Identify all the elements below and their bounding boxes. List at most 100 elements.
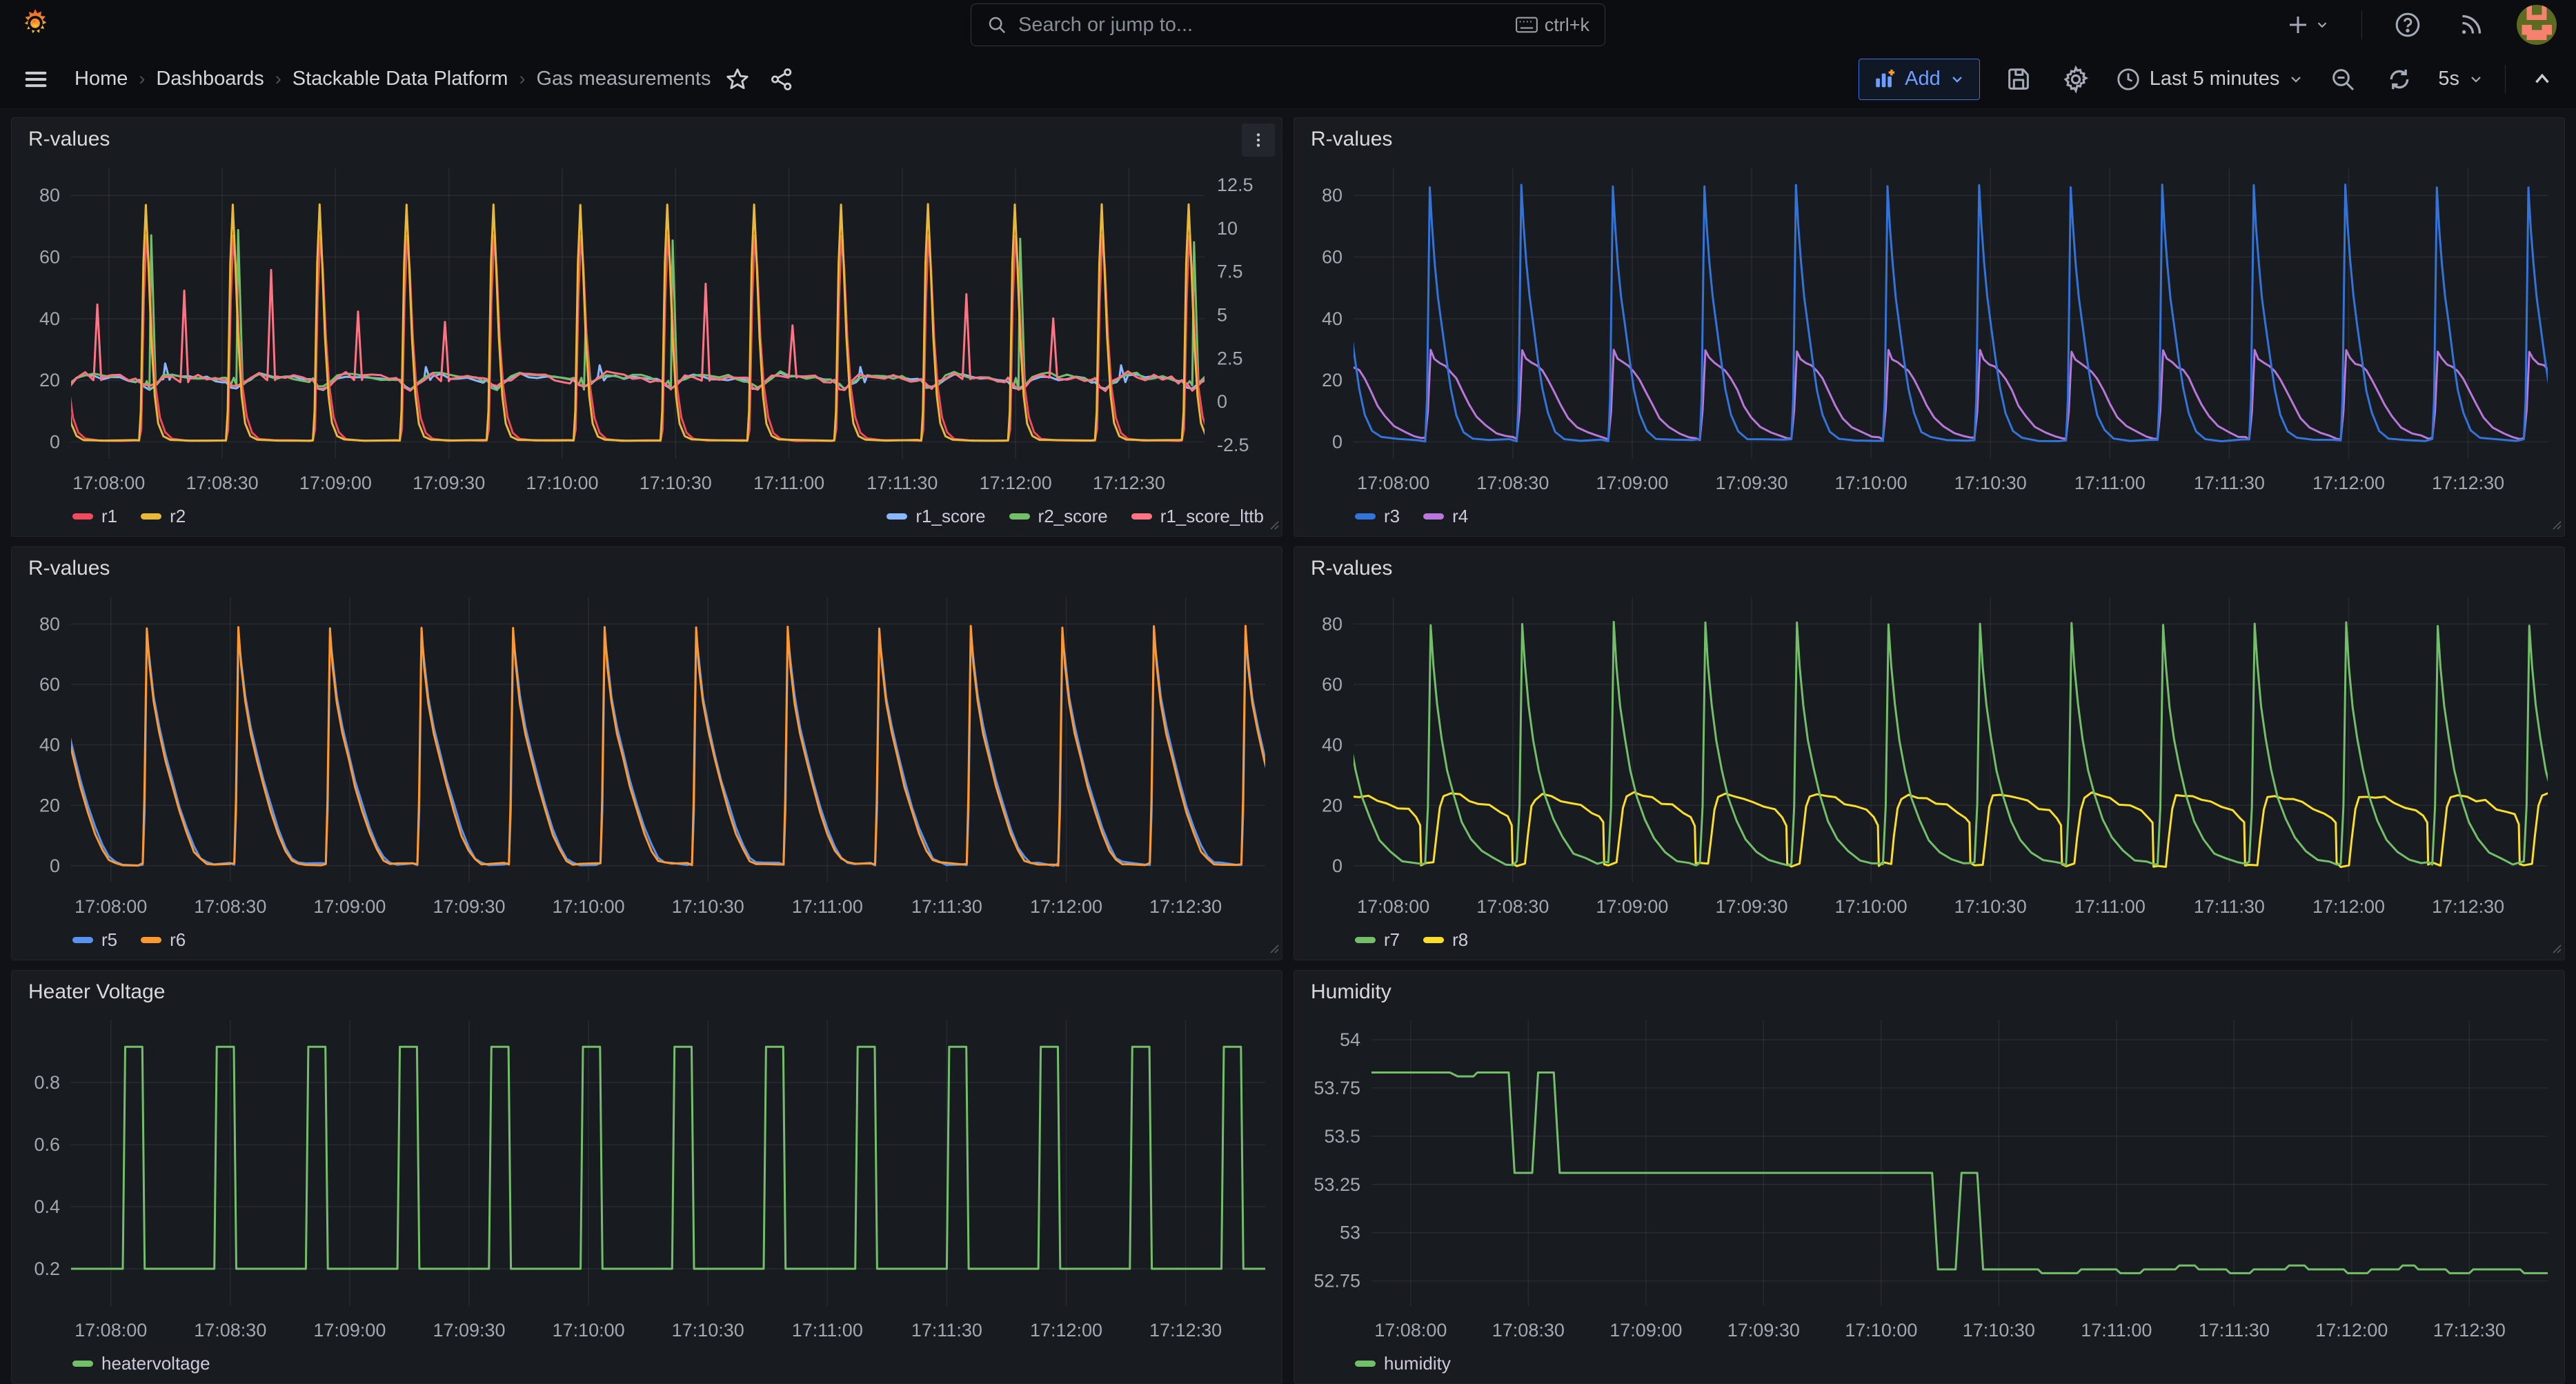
legend-label: r7	[1384, 929, 1400, 951]
keyboard-icon	[1516, 17, 1538, 33]
legend-swatch	[72, 513, 93, 520]
legend-item-r1_score_lttb[interactable]: r1_score_lttb	[1131, 506, 1264, 527]
legend-item-humidity[interactable]: humidity	[1355, 1353, 1451, 1374]
y-axis-tick-label: 0.4	[34, 1196, 60, 1217]
chevron-down-icon	[2468, 71, 2484, 88]
time-series-plot[interactable]: 17:08:0017:08:3017:09:0017:09:3017:10:00…	[1294, 586, 2564, 927]
refresh-button[interactable]	[2381, 61, 2417, 97]
legend-label: r6	[170, 929, 186, 951]
x-axis-tick-label: 17:10:00	[1845, 1320, 1917, 1341]
breadcrumb-folder[interactable]: Stackable Data Platform	[293, 68, 508, 90]
x-axis-tick-label: 17:12:30	[1149, 1320, 1222, 1341]
user-avatar[interactable]	[2517, 5, 2557, 45]
time-series-plot[interactable]: 17:08:0017:08:3017:09:0017:09:3017:10:00…	[12, 586, 1282, 927]
search-bar[interactable]: ctrl+k	[971, 3, 1605, 46]
x-axis-tick-label: 17:10:30	[640, 473, 712, 493]
panel-r-values-3: R-values 17:08:0017:08:3017:09:0017:09:3…	[11, 546, 1282, 960]
legend-item-r2[interactable]: r2	[141, 506, 186, 527]
resize-handle[interactable]	[1268, 519, 1279, 533]
legend-item-r6[interactable]: r6	[141, 929, 186, 951]
dashboard-settings-button[interactable]	[2057, 61, 2094, 98]
time-series-plot[interactable]: 17:08:0017:08:3017:09:0017:09:3017:10:00…	[12, 1009, 1282, 1350]
panel-menu-button[interactable]	[1242, 123, 1275, 157]
legend-item-r7[interactable]: r7	[1355, 929, 1400, 951]
x-axis-tick-label: 17:10:00	[1835, 473, 1908, 493]
panel-title[interactable]: R-values	[28, 557, 110, 580]
series-heatervoltage	[71, 1047, 1265, 1269]
save-icon	[2005, 66, 2032, 93]
breadcrumb-separator: ›	[519, 68, 525, 90]
legend-item-r3[interactable]: r3	[1355, 506, 1400, 527]
breadcrumb-dashboards[interactable]: Dashboards	[156, 68, 264, 90]
legend-swatch	[1423, 513, 1444, 520]
favorite-star-button[interactable]	[720, 62, 755, 97]
share-button[interactable]	[764, 62, 799, 97]
zoom-out-button[interactable]	[2325, 61, 2361, 97]
panel-title[interactable]: Heater Voltage	[28, 980, 165, 1003]
y-axis-tick-label: 54	[1340, 1029, 1360, 1050]
search-icon	[987, 14, 1007, 35]
legend-swatch	[141, 513, 161, 520]
help-icon[interactable]	[2390, 7, 2426, 43]
legend-label: r4	[1452, 506, 1468, 527]
mega-menu-toggle[interactable]	[18, 61, 54, 97]
collapse-toolbar-button[interactable]	[2526, 63, 2558, 95]
panel-heater-voltage: Heater Voltage 17:08:0017:08:3017:09:001…	[11, 970, 1282, 1384]
x-axis-tick-label: 17:10:30	[1963, 1320, 2035, 1341]
save-dashboard-button[interactable]	[2001, 61, 2037, 97]
legend-swatch	[1131, 513, 1152, 520]
x-axis-tick-label: 17:11:30	[2194, 896, 2265, 917]
panel-title[interactable]: R-values	[28, 128, 110, 150]
chevron-down-icon	[1949, 71, 1965, 88]
y-axis-tick-label: 0	[50, 856, 60, 876]
y-axis-tick-label: 40	[39, 735, 60, 755]
panel-r-values-1: R-values 17:08:0017:08:3017:09:0017:09:3…	[11, 117, 1282, 537]
legend-item-r1[interactable]: r1	[72, 506, 117, 527]
toolbar-divider	[2505, 65, 2506, 94]
star-icon	[724, 66, 751, 92]
time-series-plot[interactable]: 17:08:0017:08:3017:09:0017:09:3017:10:00…	[12, 157, 1282, 503]
legend-swatch	[1009, 513, 1030, 520]
header-divider	[2361, 10, 2362, 39]
y-axis-tick-label: 60	[39, 674, 60, 695]
panel-r-values-2: R-values 17:08:0017:08:3017:09:0017:09:3…	[1294, 117, 2565, 537]
time-range-picker[interactable]: Last 5 minutes	[2115, 66, 2305, 92]
legend-item-heatervoltage[interactable]: heatervoltage	[72, 1353, 210, 1374]
panel-title[interactable]: R-values	[1311, 557, 1392, 580]
refresh-interval-dropdown[interactable]: 5s	[2438, 68, 2484, 90]
add-panel-button[interactable]: Add	[1859, 59, 1980, 100]
y-axis-tick-label: 53	[1340, 1223, 1360, 1243]
new-button[interactable]	[2281, 8, 2334, 41]
grafana-logo[interactable]	[19, 8, 51, 42]
y-axis-tick-label: 80	[39, 185, 60, 206]
panel-legend: heatervoltage	[12, 1350, 1282, 1383]
x-axis-tick-label: 17:11:00	[2081, 1320, 2152, 1341]
news-icon[interactable]	[2453, 7, 2489, 43]
refresh-icon	[2386, 66, 2413, 93]
panel-title[interactable]: R-values	[1311, 128, 1392, 150]
x-axis-tick-label: 17:08:30	[1476, 896, 1549, 917]
dashboard-toolbar: Home › Dashboards › Stackable Data Platf…	[0, 50, 2576, 109]
legend-item-r4[interactable]: r4	[1423, 506, 1468, 527]
panel-title[interactable]: Humidity	[1311, 980, 1391, 1003]
legend-label: r1_score	[915, 506, 985, 527]
legend-item-r1_score[interactable]: r1_score	[886, 506, 985, 527]
y-axis-tick-label: 60	[1322, 247, 1343, 268]
y-axis-tick-label: 80	[1322, 613, 1343, 634]
legend-item-r2_score[interactable]: r2_score	[1009, 506, 1108, 527]
x-axis-tick-label: 17:08:00	[1357, 473, 1429, 493]
time-series-plot[interactable]: 17:08:0017:08:3017:09:0017:09:3017:10:00…	[1294, 1009, 2564, 1350]
series-r3	[1334, 185, 2564, 442]
legend-item-r8[interactable]: r8	[1423, 929, 1468, 951]
resize-handle[interactable]	[2550, 519, 2562, 533]
search-input[interactable]	[1018, 14, 1505, 37]
x-axis-tick-label: 17:12:00	[2312, 896, 2385, 917]
legend-label: heatervoltage	[101, 1353, 210, 1374]
legend-swatch	[1355, 1361, 1376, 1367]
legend-item-r5[interactable]: r5	[72, 929, 117, 951]
resize-handle[interactable]	[2550, 942, 2562, 957]
series-r7	[1334, 622, 2564, 865]
time-series-plot[interactable]: 17:08:0017:08:3017:09:0017:09:3017:10:00…	[1294, 157, 2564, 503]
breadcrumb-home[interactable]: Home	[75, 68, 128, 90]
resize-handle[interactable]	[1268, 942, 1279, 957]
